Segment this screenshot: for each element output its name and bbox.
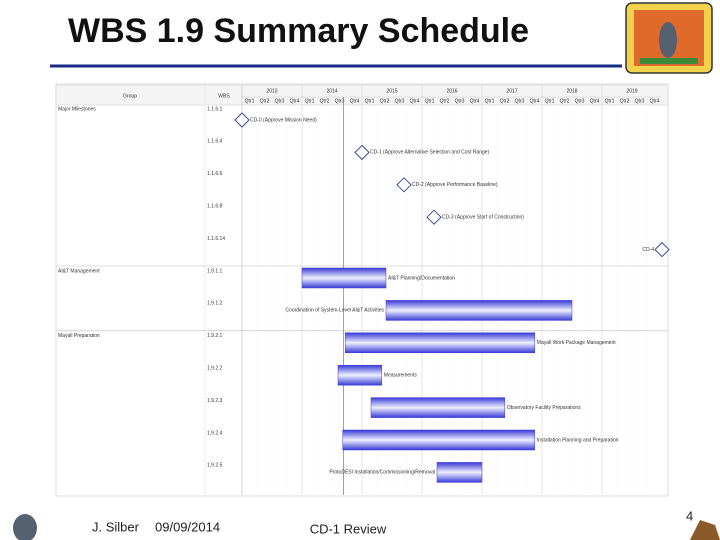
quarter-label: Qtr3 <box>575 98 585 104</box>
milestone <box>426 209 442 225</box>
footer-date: 09/09/2014 <box>155 519 220 534</box>
task-bar <box>342 429 536 451</box>
group-name: AI&T Management <box>58 268 100 274</box>
quarter-label: Qtr2 <box>500 98 510 104</box>
quarter-label: Qtr2 <box>620 98 630 104</box>
wbs-code: 1.1.6.6 <box>207 171 223 177</box>
quarter-label: Qtr4 <box>410 98 420 104</box>
year-label: 2017 <box>506 88 517 94</box>
task-label: Installation Planning and Preparation <box>537 437 619 443</box>
quarter-label: Qtr1 <box>245 98 255 104</box>
task-bar <box>436 462 483 483</box>
task-bar <box>385 300 573 321</box>
group-name: Mayall Preparation <box>58 333 100 339</box>
quarter-label: Qtr3 <box>335 98 345 104</box>
task-label: Measurements <box>384 373 418 379</box>
slide-title: WBS 1.9 Summary Schedule <box>68 12 529 50</box>
group-header: Group <box>123 93 137 99</box>
year-label: 2015 <box>386 88 397 94</box>
group-name: Major Milestones <box>58 106 96 112</box>
quarter-label: Qtr1 <box>545 98 555 104</box>
task-bar <box>370 397 506 418</box>
wbs-code: 1.1.6.4 <box>207 139 223 145</box>
quarter-label: Qtr2 <box>320 98 330 104</box>
task-label: CD-1 (Approve Alternative Selection and … <box>370 150 490 156</box>
footer-icon <box>13 514 720 540</box>
quarter-label: Qtr1 <box>305 98 315 104</box>
quarter-label: Qtr3 <box>275 98 285 104</box>
task-label: CD-0 (Approve Mission Need) <box>250 117 317 123</box>
task-label: Mayall Work Package Management <box>537 340 616 346</box>
quarter-label: Qtr2 <box>260 98 270 104</box>
quarter-label: Qtr3 <box>635 98 645 104</box>
task-bar <box>337 364 383 386</box>
footer-text: CD-1 Review <box>310 521 387 536</box>
task-label: Observatory Facility Preparations <box>507 405 581 411</box>
wbs-code: 1.9.2.1 <box>207 333 223 339</box>
quarter-label: Qtr4 <box>350 98 360 104</box>
wbs-code: 1.9.2.5 <box>207 463 223 469</box>
quarter-label: Qtr1 <box>365 98 375 104</box>
quarter-label: Qtr4 <box>650 98 660 104</box>
quarter-label: Qtr3 <box>455 98 465 104</box>
wbs-code: 1.1.6.14 <box>207 236 225 242</box>
quarter-label: Qtr2 <box>560 98 570 104</box>
year-label: 2013 <box>266 88 277 94</box>
wbs-header: WBS <box>218 93 230 99</box>
wbs-code: 1.9.1.2 <box>207 301 223 307</box>
year-label: 2016 <box>446 88 457 94</box>
task-label: CD-3 (Approve Start of Construction) <box>442 215 524 221</box>
task-label: CD-2 (Approve Performance Baseline) <box>412 182 498 188</box>
wbs-code: 1.9.1.1 <box>207 268 223 274</box>
footer-author: J. Silber <box>92 519 140 534</box>
milestone <box>396 177 412 193</box>
year-label: 2014 <box>326 88 337 94</box>
wbs-code: 1.1.6.1 <box>207 106 223 112</box>
task-bar <box>344 332 536 354</box>
quarter-label: Qtr4 <box>470 98 480 104</box>
wbs-code: 1.1.6.8 <box>207 204 223 210</box>
year-label: 2019 <box>626 88 637 94</box>
quarter-label: Qtr2 <box>380 98 390 104</box>
quarter-label: Qtr1 <box>485 98 495 104</box>
year-label: 2018 <box>566 88 577 94</box>
quarter-label: Qtr3 <box>395 98 405 104</box>
logo <box>625 2 713 74</box>
milestone <box>234 112 250 128</box>
task-bar <box>301 267 387 289</box>
wbs-code: 1.9.2.4 <box>207 430 223 436</box>
quarter-label: Qtr3 <box>515 98 525 104</box>
task-label: ProtoDESI Installation/Commissioning/Rem… <box>329 470 435 476</box>
milestone <box>654 241 670 258</box>
task-label: Coordination of System-Level AI&T Activi… <box>285 308 384 314</box>
quarter-label: Qtr1 <box>425 98 435 104</box>
page-number: 4 <box>686 508 693 523</box>
quarter-label: Qtr4 <box>530 98 540 104</box>
wbs-code: 1.9.2.3 <box>207 398 223 404</box>
milestone <box>354 144 370 161</box>
quarter-label: Qtr1 <box>605 98 615 104</box>
task-label: AI&T Planning/Documentation <box>388 275 455 281</box>
quarter-label: Qtr4 <box>290 98 300 104</box>
quarter-label: Qtr2 <box>440 98 450 104</box>
task-label: CD-4 <box>642 247 654 253</box>
quarter-label: Qtr4 <box>590 98 600 104</box>
wbs-code: 1.9.2.2 <box>207 366 223 372</box>
